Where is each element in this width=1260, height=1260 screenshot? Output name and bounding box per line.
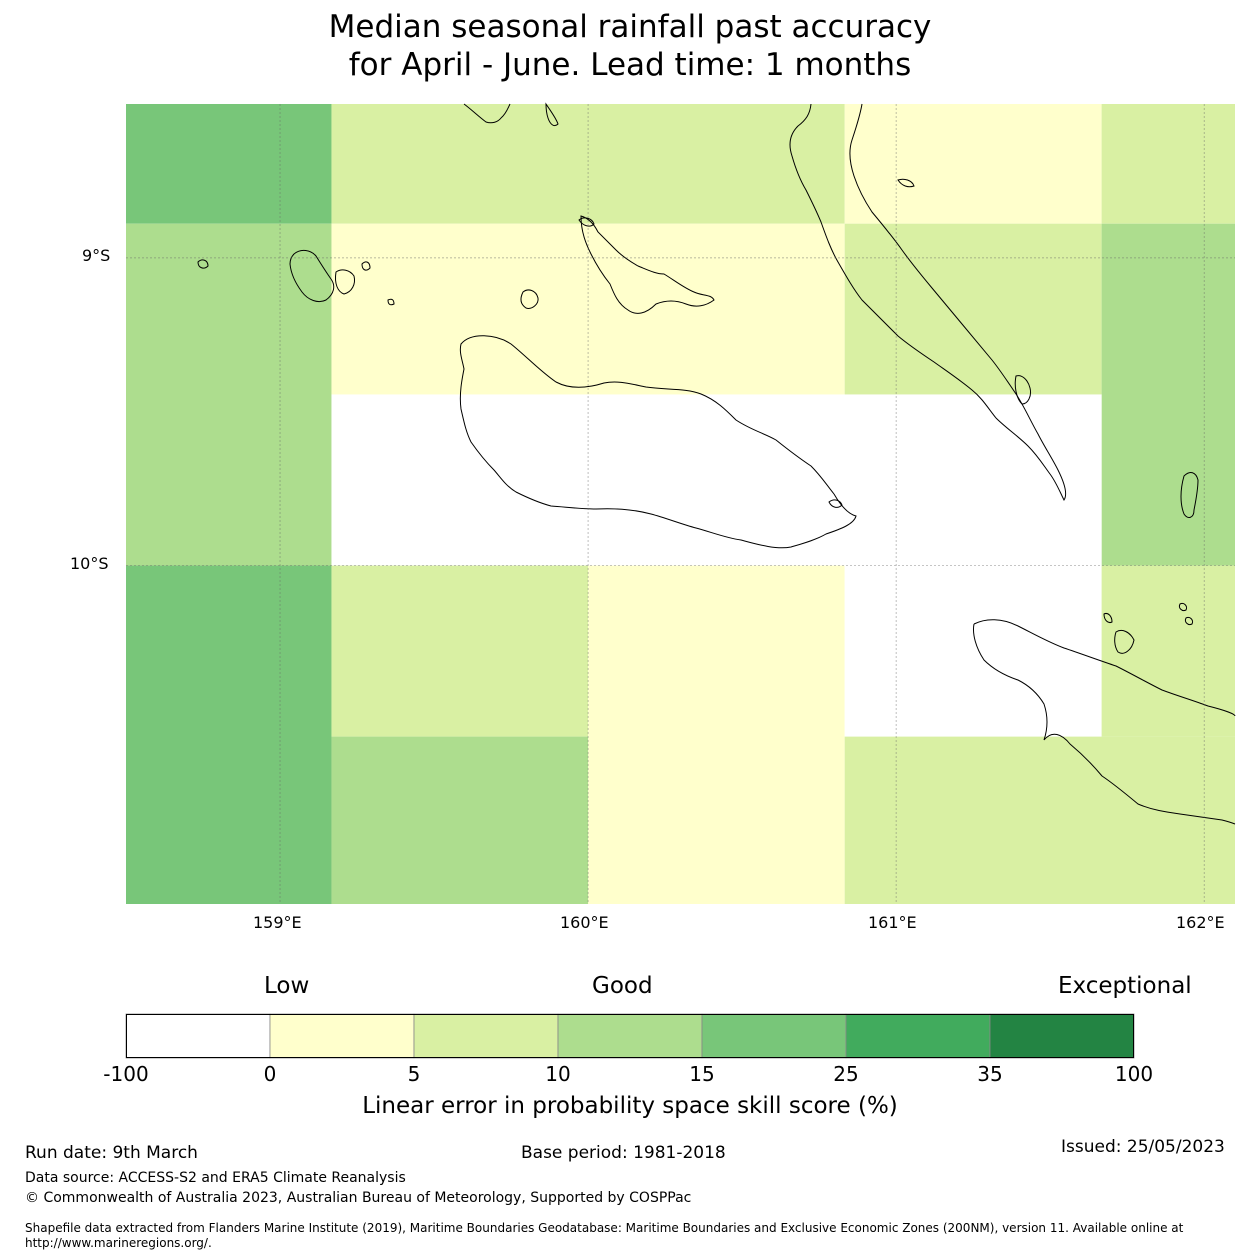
colorbar-segment bbox=[701, 1013, 847, 1059]
colorbar-tick: 35 bbox=[977, 1062, 1003, 1086]
title-line-1: Median seasonal rainfall past accuracy bbox=[328, 9, 932, 45]
coastline-makira-islet-3 bbox=[1179, 603, 1187, 611]
coastline-savo-island bbox=[520, 289, 539, 309]
map-panel bbox=[126, 102, 1236, 904]
skill-cell bbox=[126, 223, 332, 566]
skill-cell bbox=[844, 565, 1102, 737]
coastline-islet-mid bbox=[361, 261, 371, 271]
skill-cell bbox=[331, 736, 589, 904]
shapefile-credit-line-1: Shapefile data extracted from Flanders M… bbox=[25, 1221, 1184, 1235]
colorbar-tick: 100 bbox=[1114, 1062, 1154, 1086]
skill-cell bbox=[1101, 104, 1235, 224]
colorbar-segment bbox=[269, 1013, 415, 1059]
coastline-islet-west bbox=[197, 259, 209, 269]
coastline-north-islet bbox=[545, 102, 559, 127]
skill-cell bbox=[588, 565, 845, 904]
coastline-makira-islet-4 bbox=[1185, 617, 1193, 625]
copyright: © Commonwealth of Australia 2023, Austra… bbox=[25, 1190, 692, 1206]
coastline-malaita bbox=[789, 103, 1067, 501]
category-good: Good bbox=[592, 973, 653, 999]
coastline-north-islands bbox=[463, 103, 511, 124]
colorbar-segment bbox=[845, 1013, 991, 1059]
coastline-islet-east bbox=[387, 298, 395, 306]
lon-label-161e: 161°E bbox=[868, 913, 917, 932]
base-period: Base period: 1981-2018 bbox=[521, 1143, 726, 1163]
coastline-malaita-islet bbox=[897, 178, 915, 188]
colorbar-segment bbox=[989, 1013, 1135, 1059]
colorbar-tick: 15 bbox=[689, 1062, 715, 1086]
colorbar-segment bbox=[125, 1013, 271, 1059]
colorbar-border bbox=[126, 1014, 1134, 1058]
graticule bbox=[126, 104, 1235, 904]
coastline-guadalcanal bbox=[459, 335, 857, 549]
skill-cell bbox=[844, 104, 1102, 224]
title-line-2: for April - June. Lead time: 1 months bbox=[348, 47, 912, 83]
skill-cell bbox=[844, 223, 1102, 395]
coastline-florida-islands bbox=[580, 215, 715, 314]
skill-cell bbox=[844, 736, 1235, 904]
data-source: Data source: ACCESS-S2 and ERA5 Climate … bbox=[25, 1170, 406, 1186]
skill-cell bbox=[1101, 223, 1235, 566]
skill-cell bbox=[331, 394, 1102, 566]
skill-cell bbox=[331, 104, 845, 224]
colorbar-segment bbox=[413, 1013, 559, 1059]
coastline-makira-islet bbox=[1114, 629, 1135, 654]
coastline-makira-south bbox=[973, 623, 1236, 825]
lon-label-160e: 160°E bbox=[560, 913, 609, 932]
lat-label-9s: 9°S bbox=[82, 246, 111, 265]
category-low: Low bbox=[264, 973, 310, 999]
coastline-russell-islands bbox=[289, 249, 335, 303]
skill-cell bbox=[126, 104, 332, 224]
colorbar-tick: 10 bbox=[545, 1062, 571, 1086]
colorbar-segment bbox=[557, 1013, 703, 1059]
skill-grid bbox=[126, 104, 1235, 904]
coastline-makira bbox=[973, 619, 1236, 717]
colorbar-tick: 0 bbox=[263, 1062, 277, 1086]
colorbar-tick: 5 bbox=[407, 1062, 421, 1086]
coastline bbox=[197, 102, 1236, 825]
lon-label-159e: 159°E bbox=[253, 913, 302, 932]
lat-label-10s: 10°S bbox=[70, 554, 109, 573]
coastline-russell-east bbox=[335, 269, 355, 295]
skill-cell bbox=[1101, 565, 1235, 737]
coastline-small-islands-north bbox=[578, 217, 595, 227]
shapefile-credit-line-2: http://www.marineregions.org/. bbox=[25, 1236, 212, 1250]
colorbar-tick: -100 bbox=[103, 1062, 149, 1086]
colorbar-tick: 25 bbox=[833, 1062, 859, 1086]
coastline-makira-islet-2 bbox=[1103, 613, 1113, 623]
colorbar bbox=[125, 1013, 1135, 1059]
issued-date: Issued: 25/05/2023 bbox=[1061, 1137, 1225, 1157]
lon-label-162e: 162°E bbox=[1176, 913, 1225, 932]
coastline-ulawa bbox=[1180, 472, 1199, 518]
skill-cell bbox=[126, 565, 332, 904]
coastline-islet bbox=[828, 499, 843, 508]
coastline-small-malaita bbox=[1014, 375, 1031, 405]
colorbar-label: Linear error in probability space skill … bbox=[362, 1093, 898, 1119]
skill-cell bbox=[331, 565, 589, 737]
category-exceptional: Exceptional bbox=[1058, 973, 1192, 999]
run-date: Run date: 9th March bbox=[25, 1143, 198, 1163]
